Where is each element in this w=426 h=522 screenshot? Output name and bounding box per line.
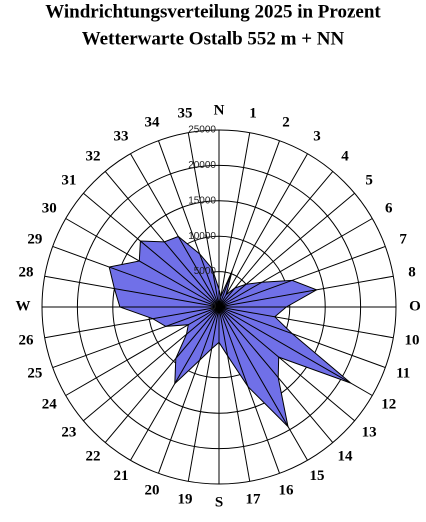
direction-label: 1 (249, 105, 257, 121)
spoke (52, 245, 220, 308)
direction-label: W (16, 298, 31, 314)
direction-label: 11 (396, 365, 410, 381)
direction-label: 8 (408, 264, 416, 280)
direction-label: 14 (337, 449, 353, 465)
spoke (218, 140, 281, 308)
chart-title: Windrichtungsverteilung 2025 in Prozent (45, 1, 381, 22)
direction-label: S (215, 494, 223, 510)
spoke (218, 306, 373, 396)
spoke (218, 306, 334, 443)
chart-subtitle: Wetterwarte Ostalb 552 m + NN (82, 28, 345, 49)
r-tick-label: 0 (210, 302, 216, 313)
direction-label: 19 (177, 491, 192, 507)
direction-label: O (409, 298, 421, 314)
spoke (65, 218, 220, 308)
direction-label: 35 (177, 105, 192, 121)
direction-label: 33 (114, 129, 129, 145)
spoke (218, 306, 386, 369)
r-tick-label: 25000 (188, 125, 216, 136)
r-tick-label: 5000 (194, 266, 217, 277)
direction-label: 3 (313, 129, 321, 145)
direction-label: 22 (86, 449, 101, 465)
direction-label: N (214, 102, 225, 118)
direction-label: 17 (246, 491, 262, 507)
spoke (218, 245, 386, 308)
direction-label: 6 (385, 200, 393, 216)
spoke (218, 218, 373, 308)
spoke (218, 306, 251, 482)
spoke (104, 306, 220, 443)
spoke (52, 306, 220, 369)
labels: N 12345678O1011121314151617S1920212223242… (16, 102, 421, 510)
direction-label: 12 (381, 396, 396, 412)
spoke (157, 140, 220, 308)
spoke (83, 306, 220, 422)
spoke (65, 306, 220, 396)
spoke (187, 132, 220, 308)
spoke (44, 306, 220, 339)
spoke (218, 306, 308, 461)
direction-label: 16 (279, 483, 295, 499)
spoke (218, 171, 334, 308)
direction-label: 7 (399, 231, 407, 247)
direction-label: 2 (282, 114, 290, 130)
direction-label: 15 (310, 468, 325, 484)
direction-label: 23 (61, 424, 76, 440)
direction-label: 31 (61, 172, 76, 188)
direction-label: 13 (362, 424, 377, 440)
direction-label: 29 (27, 231, 42, 247)
direction-label: 24 (42, 396, 58, 412)
spoke (187, 306, 220, 482)
direction-label: 26 (18, 332, 34, 348)
spoke (218, 192, 355, 308)
spoke (157, 306, 220, 474)
spoke (218, 153, 308, 308)
spoke (104, 171, 220, 308)
direction-label: 4 (341, 148, 349, 164)
direction-label: 34 (144, 114, 160, 130)
direction-label: 28 (18, 264, 33, 280)
direction-label: 25 (27, 365, 42, 381)
spoke (83, 192, 220, 308)
direction-label: 20 (144, 483, 159, 499)
spoke (218, 275, 394, 308)
spoke (218, 306, 355, 422)
spoke (218, 306, 394, 339)
direction-label: 32 (86, 148, 101, 164)
r-tick-label: 10000 (188, 231, 216, 242)
spoke (130, 306, 220, 461)
direction-label: 10 (405, 332, 420, 348)
spoke (218, 132, 251, 308)
spoke (44, 275, 220, 308)
direction-label: 21 (114, 468, 129, 484)
spoke (130, 153, 220, 308)
direction-label: 5 (365, 172, 373, 188)
r-tick-label: 20000 (188, 160, 216, 171)
r-tick-label: 15000 (188, 195, 216, 206)
direction-label: 30 (42, 200, 57, 216)
spoke (218, 306, 281, 474)
marks (42, 130, 396, 484)
